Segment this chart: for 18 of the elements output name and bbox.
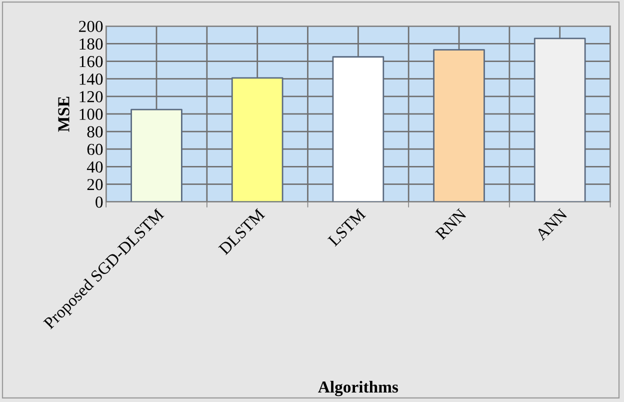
y-tick-label: 160 — [80, 56, 103, 68]
bar — [332, 56, 384, 202]
bar — [130, 108, 182, 202]
y-tick-label: 20 — [87, 178, 103, 190]
bar — [534, 38, 586, 202]
x-axis-title: Algorithms — [318, 380, 398, 396]
y-tick-label: 60 — [87, 144, 103, 156]
y-tick-label: 140 — [80, 74, 103, 85]
bar — [433, 49, 485, 202]
bar — [231, 77, 284, 202]
y-tick-label: 80 — [87, 126, 103, 138]
y-tick-label: 40 — [86, 161, 103, 173]
y-tick-label: 0 — [96, 196, 103, 208]
y-axis-title: MSE — [58, 96, 70, 132]
y-tick-label: 120 — [80, 91, 103, 102]
y-tick-label: 180 — [80, 38, 103, 50]
y-tick-label: 100 — [80, 108, 103, 120]
y-tick-label: 200 — [79, 20, 103, 32]
